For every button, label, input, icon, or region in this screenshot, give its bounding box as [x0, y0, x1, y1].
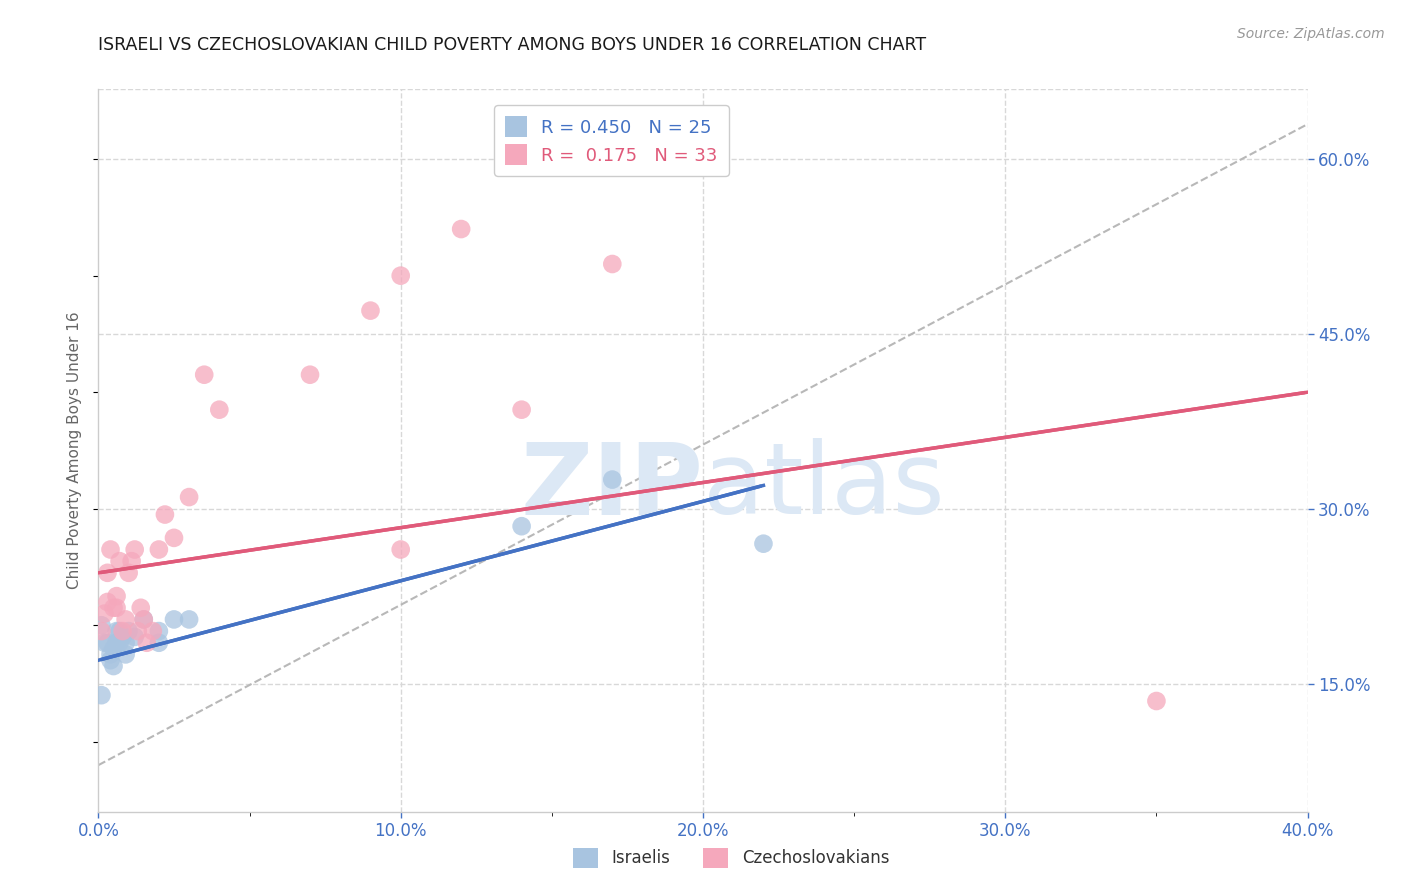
Point [179, 612, 201, 626]
Point [111, 624, 134, 639]
Point [118, 566, 141, 580]
Point [163, 612, 186, 626]
Point [111, 630, 134, 644]
Legend: Israelis, Czechoslovakians: Israelis, Czechoslovakians [567, 841, 896, 875]
Point [299, 368, 322, 382]
Point [105, 624, 128, 639]
Point [193, 368, 215, 382]
Text: ISRAELI VS CZECHOSLOVAKIAN CHILD POVERTY AMONG BOYS UNDER 16 CORRELATION CHART: ISRAELI VS CZECHOSLOVAKIAN CHILD POVERTY… [98, 36, 927, 54]
Point [114, 636, 136, 650]
Text: Source: ZipAtlas.com: Source: ZipAtlas.com [1237, 27, 1385, 41]
Point [118, 624, 141, 639]
Point [135, 636, 157, 650]
Point [105, 636, 128, 650]
Point [510, 519, 533, 533]
Point [100, 648, 122, 662]
Point [103, 600, 125, 615]
Point [105, 600, 128, 615]
Point [96, 636, 118, 650]
Point [127, 624, 149, 639]
Point [148, 624, 170, 639]
Legend: R = 0.450   N = 25, R =  0.175   N = 33: R = 0.450 N = 25, R = 0.175 N = 33 [495, 105, 728, 176]
Point [103, 641, 125, 656]
Point [602, 257, 624, 271]
Point [103, 659, 125, 673]
Text: atlas: atlas [703, 438, 945, 535]
Point [93, 607, 115, 621]
Point [142, 624, 165, 639]
Point [121, 554, 143, 568]
Point [105, 589, 128, 603]
Point [129, 600, 152, 615]
Point [179, 490, 201, 504]
Point [148, 542, 170, 557]
Point [108, 624, 131, 639]
Text: ZIP: ZIP [520, 438, 703, 535]
Point [93, 636, 115, 650]
Point [124, 630, 146, 644]
Point [124, 542, 146, 557]
Point [90, 624, 112, 639]
Point [1144, 694, 1167, 708]
Point [153, 508, 176, 522]
Point [108, 554, 131, 568]
Point [114, 648, 136, 662]
Point [132, 612, 155, 626]
Point [96, 566, 118, 580]
Point [100, 542, 122, 557]
Point [100, 653, 122, 667]
Point [114, 612, 136, 626]
Point [148, 636, 170, 650]
Point [96, 595, 118, 609]
Y-axis label: Child Poverty Among Boys Under 16: Child Poverty Among Boys Under 16 [67, 311, 83, 590]
Point [389, 268, 412, 283]
Point [510, 402, 533, 417]
Point [602, 473, 624, 487]
Point [163, 531, 186, 545]
Point [360, 303, 382, 318]
Point [208, 402, 231, 417]
Point [90, 618, 112, 632]
Point [108, 636, 131, 650]
Point [90, 688, 112, 702]
Point [132, 612, 155, 626]
Point [450, 222, 472, 236]
Point [752, 537, 775, 551]
Point [389, 542, 412, 557]
